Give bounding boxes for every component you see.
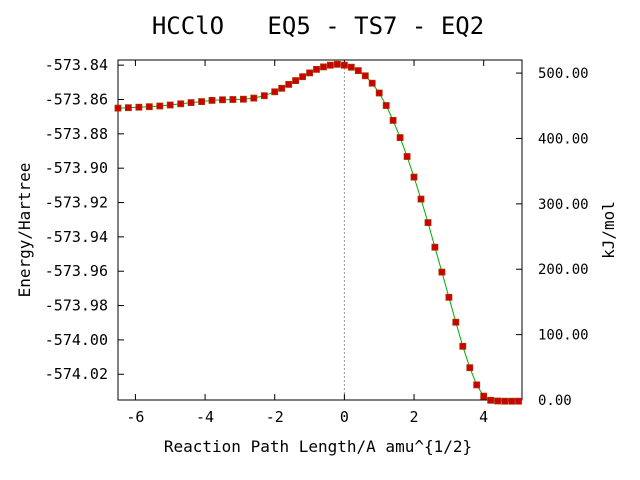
plot-area — [117, 59, 523, 401]
data-point — [156, 102, 164, 110]
data-point — [368, 79, 376, 87]
y2-axis-label: kJ/mol — [599, 201, 618, 259]
chart-title: HCClO EQ5 - TS7 - EQ2 — [152, 12, 484, 40]
data-point — [260, 92, 268, 100]
y2-tick-label: 200.00 — [538, 262, 589, 278]
data-point — [313, 66, 320, 73]
x-tick-label: -2 — [266, 408, 284, 426]
data-point — [219, 96, 226, 104]
data-point — [515, 397, 522, 405]
y-tick-label: -574.02 — [45, 365, 108, 383]
y-tick-label: -573.92 — [45, 194, 108, 212]
data-point — [403, 153, 411, 160]
y2-tick-label: 100.00 — [538, 328, 589, 344]
series-line — [117, 63, 519, 402]
data-point — [135, 103, 143, 111]
x-tick-label: -4 — [196, 408, 214, 426]
data-point — [459, 342, 467, 350]
data-point — [278, 84, 286, 92]
data-point — [389, 117, 397, 124]
data-point — [410, 173, 418, 181]
data-point — [508, 397, 516, 405]
x-axis-label: Reaction Path Length/A amu^{1/2} — [164, 437, 472, 456]
y2-tick-label: 300.00 — [538, 197, 589, 213]
x-tick-label: -6 — [126, 408, 144, 426]
y-tick-label: -573.96 — [45, 262, 108, 280]
data-point — [229, 96, 237, 103]
y2-tick-label: 400.00 — [538, 131, 589, 147]
data-point — [480, 392, 488, 400]
data-point — [354, 67, 362, 74]
data-point — [306, 69, 314, 77]
y-tick-label: -573.98 — [45, 297, 108, 315]
data-point — [494, 397, 502, 405]
data-point — [396, 134, 404, 142]
data-point — [445, 293, 453, 301]
data-point — [198, 98, 206, 105]
y2-tick-label: 500.00 — [538, 66, 589, 82]
data-point — [166, 101, 174, 109]
data-point — [382, 102, 390, 109]
axis-ticks: -6 -4 -2 0 2 4 -573.84 -573.86 -573.88 -573.90 -57… — [45, 56, 589, 426]
y-tick-label: -573.88 — [45, 125, 108, 143]
x-tick-label: 0 — [340, 408, 349, 426]
y2-tick-label: 0.00 — [538, 393, 572, 409]
data-point — [417, 195, 425, 203]
data-point — [340, 61, 348, 69]
data-point — [375, 89, 383, 97]
data-point — [501, 397, 509, 405]
data-point — [333, 60, 341, 68]
data-point — [452, 318, 460, 326]
data-point — [424, 219, 432, 227]
y-tick-label: -573.86 — [45, 90, 108, 108]
x-tick-label: 2 — [410, 408, 419, 426]
data-point — [114, 104, 122, 112]
data-point — [187, 99, 195, 106]
data-point — [320, 63, 327, 71]
y-tick-label: -573.84 — [45, 56, 108, 74]
y-tick-label: -573.94 — [45, 228, 108, 246]
data-point — [431, 243, 439, 251]
data-point — [271, 88, 279, 96]
data-point — [292, 77, 300, 84]
y-tick-label: -573.90 — [45, 159, 108, 177]
data-point — [125, 104, 132, 112]
energy-series — [114, 60, 522, 405]
data-point — [473, 381, 481, 389]
data-point — [239, 95, 247, 103]
data-point — [326, 61, 334, 69]
data-point — [347, 63, 355, 71]
y-axis-label: Energy/Hartree — [15, 163, 34, 298]
data-point — [208, 97, 216, 104]
data-point — [285, 81, 293, 88]
data-point — [438, 268, 446, 276]
data-point — [487, 396, 495, 404]
data-point — [466, 364, 474, 372]
data-point — [299, 73, 307, 81]
y-tick-label: -574.00 — [45, 331, 108, 349]
data-point — [361, 72, 369, 80]
x-tick-label: 4 — [479, 408, 488, 426]
data-point — [250, 94, 258, 102]
data-point — [177, 100, 185, 108]
data-point — [145, 103, 153, 111]
